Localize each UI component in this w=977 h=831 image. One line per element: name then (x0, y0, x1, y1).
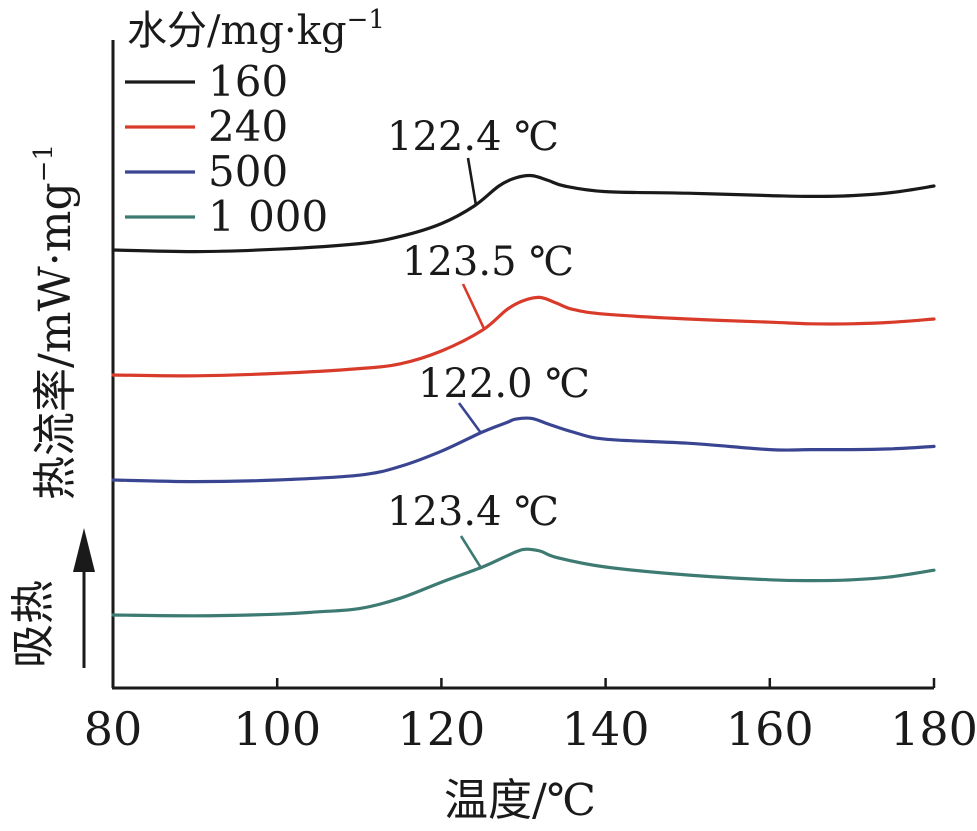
annotation-label-0: 122.4 ℃ (387, 114, 559, 160)
legend-title-superscript: −1 (347, 5, 385, 35)
annotation-label-2: 122.0 ℃ (418, 361, 590, 407)
annotation-leader-3 (459, 535, 482, 569)
up-arrow-icon (73, 528, 95, 572)
annotation-label-1: 123.5 ℃ (402, 239, 574, 285)
x-tick-label-4: 160 (726, 702, 814, 756)
legend-label-1: 240 (208, 102, 288, 151)
legend-label-2: 500 (208, 147, 288, 196)
endotherm-label: 吸热 (8, 580, 59, 668)
series-line-500 (111, 416, 936, 484)
series-layer (111, 173, 936, 618)
annotation-leader-1 (461, 283, 486, 330)
series-line-1000 (111, 547, 936, 618)
y-axis-title: 热流率/mW·mg−1 (29, 144, 81, 500)
legend-label-0: 160 (208, 57, 288, 106)
legend-label-3: 1 000 (208, 192, 328, 241)
annotation-leader-0 (466, 157, 478, 205)
x-ticks: 80 100 120 140 160 180 (84, 678, 977, 756)
x-tick-label-3: 140 (562, 702, 650, 756)
y-axis-title-superscript: −1 (29, 144, 59, 182)
series-line-240 (111, 295, 936, 378)
endotherm-indicator: 吸热 (8, 528, 95, 668)
annotation-leader-2 (457, 402, 482, 434)
x-axis-title: 温度/℃ (444, 775, 596, 826)
annotation-layer: 122.4 ℃ 123.5 ℃ 122.0 ℃ 123.4 ℃ (387, 114, 590, 569)
x-tick-label-0: 80 (84, 702, 143, 756)
annotation-label-3: 123.4 ℃ (387, 489, 559, 535)
legend-title: 水分/mg·kg−1 (127, 5, 385, 54)
x-tick-label-1: 100 (233, 702, 321, 756)
x-tick-label-2: 120 (397, 702, 485, 756)
series-line-160 (111, 173, 936, 254)
x-tick-label-5: 180 (890, 702, 977, 756)
